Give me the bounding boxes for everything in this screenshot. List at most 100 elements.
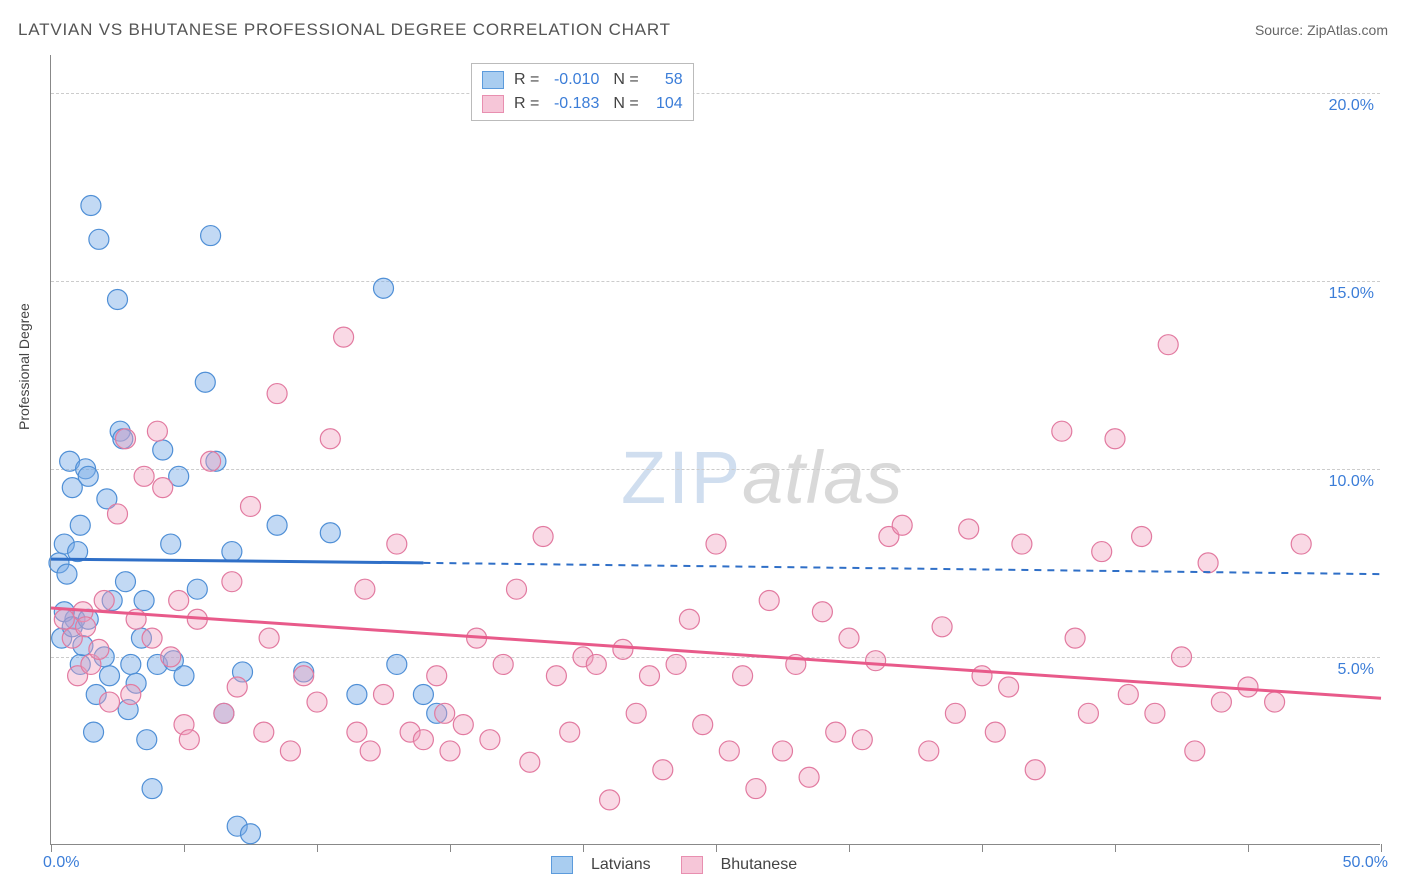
- data-point: [1172, 647, 1192, 667]
- stats-row-bhutanese: R =-0.183 N =104: [482, 92, 683, 116]
- data-point: [945, 703, 965, 723]
- data-point: [254, 722, 274, 742]
- bottom-legend: Latvians Bhutanese: [551, 856, 797, 874]
- data-point: [57, 564, 77, 584]
- x-tick: [982, 844, 983, 852]
- data-point: [1132, 527, 1152, 547]
- data-point: [84, 722, 104, 742]
- data-point: [852, 730, 872, 750]
- chart-title: LATVIAN VS BHUTANESE PROFESSIONAL DEGREE…: [18, 20, 671, 40]
- data-point: [1105, 429, 1125, 449]
- chart-plot-area: ZIPatlas 5.0%10.0%15.0%20.0% R =-0.010 N…: [50, 55, 1380, 845]
- swatch-latvians: [482, 71, 504, 89]
- data-point: [121, 654, 141, 674]
- data-point: [626, 703, 646, 723]
- swatch-bhutanese: [482, 95, 504, 113]
- data-point: [773, 741, 793, 761]
- data-point: [1145, 703, 1165, 723]
- data-point: [507, 579, 527, 599]
- data-point: [666, 654, 686, 674]
- x-axis-min-label: 0.0%: [43, 854, 79, 872]
- data-point: [307, 692, 327, 712]
- data-point: [546, 666, 566, 686]
- legend-swatch-bhutanese: [681, 856, 703, 874]
- data-point: [374, 278, 394, 298]
- x-tick: [583, 844, 584, 852]
- x-axis-max-label: 50.0%: [1343, 854, 1388, 872]
- data-point: [999, 677, 1019, 697]
- data-point: [153, 440, 173, 460]
- data-point: [919, 741, 939, 761]
- data-point: [222, 542, 242, 562]
- data-point: [746, 779, 766, 799]
- data-point: [280, 741, 300, 761]
- data-point: [1265, 692, 1285, 712]
- data-point: [600, 790, 620, 810]
- data-point: [241, 824, 261, 844]
- stats-legend: R =-0.010 N =58 R =-0.183 N =104: [471, 63, 694, 121]
- x-tick: [317, 844, 318, 852]
- data-point: [115, 429, 135, 449]
- data-point: [179, 730, 199, 750]
- x-tick: [184, 844, 185, 852]
- data-point: [115, 572, 135, 592]
- legend-item-bhutanese: Bhutanese: [681, 856, 798, 874]
- data-point: [134, 590, 154, 610]
- data-point: [693, 715, 713, 735]
- x-tick: [716, 844, 717, 852]
- data-point: [108, 290, 128, 310]
- x-tick: [51, 844, 52, 852]
- data-point: [387, 534, 407, 554]
- data-point: [1078, 703, 1098, 723]
- data-point: [89, 639, 109, 659]
- data-point: [214, 703, 234, 723]
- trend-line-solid: [51, 559, 423, 563]
- data-point: [294, 666, 314, 686]
- data-point: [94, 590, 114, 610]
- data-point: [320, 429, 340, 449]
- data-point: [812, 602, 832, 622]
- stats-row-latvians: R =-0.010 N =58: [482, 68, 683, 92]
- data-point: [413, 730, 433, 750]
- data-point: [334, 327, 354, 347]
- data-point: [161, 647, 181, 667]
- data-point: [1185, 741, 1205, 761]
- data-point: [267, 515, 287, 535]
- data-point: [89, 229, 109, 249]
- data-point: [259, 628, 279, 648]
- data-point: [70, 515, 90, 535]
- data-point: [985, 722, 1005, 742]
- data-point: [267, 384, 287, 404]
- x-tick: [1248, 844, 1249, 852]
- data-point: [100, 666, 120, 686]
- x-tick: [849, 844, 850, 852]
- data-point: [733, 666, 753, 686]
- data-point: [1065, 628, 1085, 648]
- data-point: [520, 752, 540, 772]
- data-point: [108, 504, 128, 524]
- data-point: [1291, 534, 1311, 554]
- data-point: [187, 579, 207, 599]
- legend-item-latvians: Latvians: [551, 856, 651, 874]
- data-point: [413, 685, 433, 705]
- data-point: [679, 609, 699, 629]
- data-point: [613, 639, 633, 659]
- data-point: [100, 692, 120, 712]
- data-point: [560, 722, 580, 742]
- data-point: [586, 654, 606, 674]
- data-point: [1012, 534, 1032, 554]
- data-point: [839, 628, 859, 648]
- data-point: [972, 666, 992, 686]
- data-point: [640, 666, 660, 686]
- data-point: [533, 527, 553, 547]
- data-point: [174, 666, 194, 686]
- data-point: [201, 451, 221, 471]
- data-point: [759, 590, 779, 610]
- data-point: [1025, 760, 1045, 780]
- data-point: [142, 779, 162, 799]
- data-point: [826, 722, 846, 742]
- data-point: [360, 741, 380, 761]
- data-point: [137, 730, 157, 750]
- data-point: [1052, 421, 1072, 441]
- data-point: [493, 654, 513, 674]
